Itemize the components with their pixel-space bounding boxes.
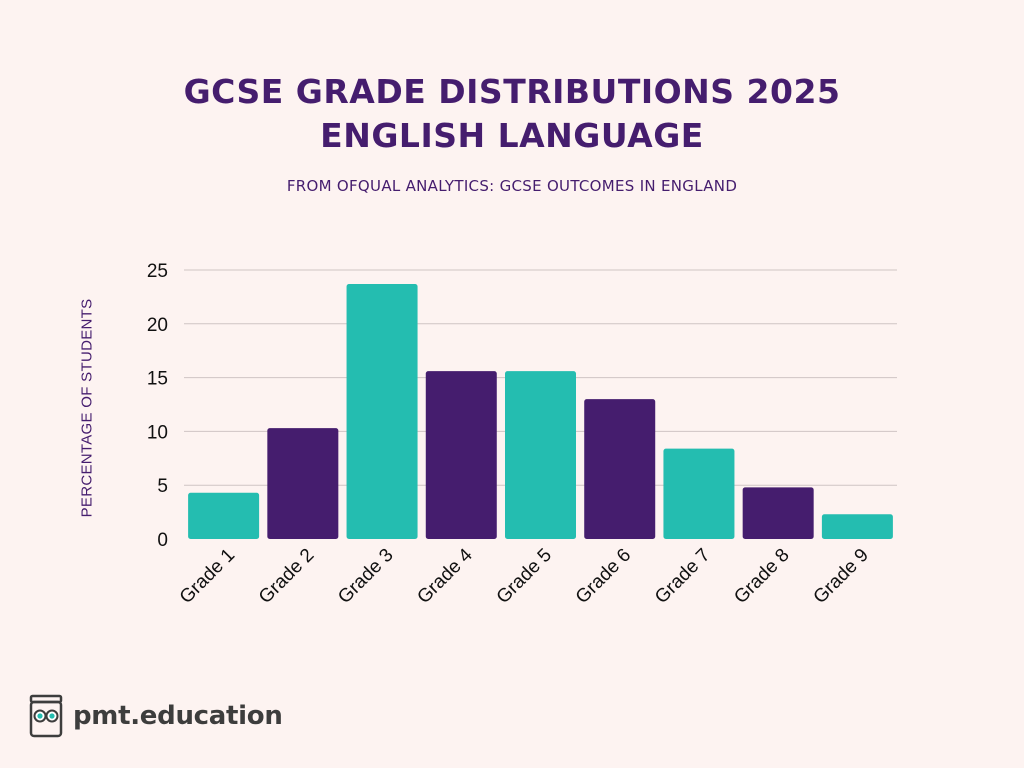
- x-tick-label: Grade 5: [493, 545, 556, 608]
- x-tick-label: Grade 1: [176, 545, 239, 608]
- bar-grade-5: [505, 371, 576, 539]
- x-tick-labels: Grade 1 Grade 2 Grade 3 Grade 4 Grade 5 Grade…: [176, 544, 873, 608]
- reading-student-icon: [29, 694, 63, 738]
- brand-name: pmt.education: [73, 701, 283, 731]
- x-tick-label: Grade 6: [572, 545, 635, 608]
- title-line-2: ENGLISH LANGUAGE: [320, 116, 704, 155]
- bar-grade-8: [742, 487, 814, 539]
- y-tick-label: 15: [147, 369, 168, 390]
- bar-grade-6: [584, 399, 656, 539]
- y-tick-labels: 0 5 10 15 20 25: [147, 261, 168, 551]
- bar-grade-3: [346, 283, 418, 539]
- y-tick-label: 20: [147, 315, 168, 336]
- bar-grade-7: [663, 448, 735, 539]
- bar-grade-4: [425, 371, 497, 539]
- y-tick-label: 0: [157, 530, 168, 551]
- y-tick-label: 5: [157, 476, 168, 497]
- chart-title: GCSE GRADE DISTRIBUTIONS 2025 ENGLISH LA…: [0, 70, 1024, 158]
- y-tick-label: 10: [147, 422, 168, 443]
- x-tick-label: Grade 7: [651, 545, 714, 608]
- bar-grade-9: [821, 514, 893, 539]
- bar-grade-1: [188, 492, 260, 539]
- bar-grade-2: [267, 428, 339, 539]
- x-tick-label: Grade 8: [730, 545, 793, 608]
- x-tick-label: Grade 2: [255, 545, 318, 608]
- y-tick-label: 25: [147, 261, 168, 282]
- title-line-1: GCSE GRADE DISTRIBUTIONS 2025: [183, 72, 841, 111]
- x-tick-label: Grade 9: [810, 545, 873, 608]
- x-tick-label: Grade 4: [413, 544, 477, 608]
- x-tick-label: Grade 3: [334, 545, 397, 608]
- brand-logo: pmt.education: [28, 694, 283, 738]
- bars: [188, 283, 893, 539]
- chart-subtitle: FROM OFQUAL ANALYTICS: GCSE OUTCOMES IN …: [286, 177, 738, 195]
